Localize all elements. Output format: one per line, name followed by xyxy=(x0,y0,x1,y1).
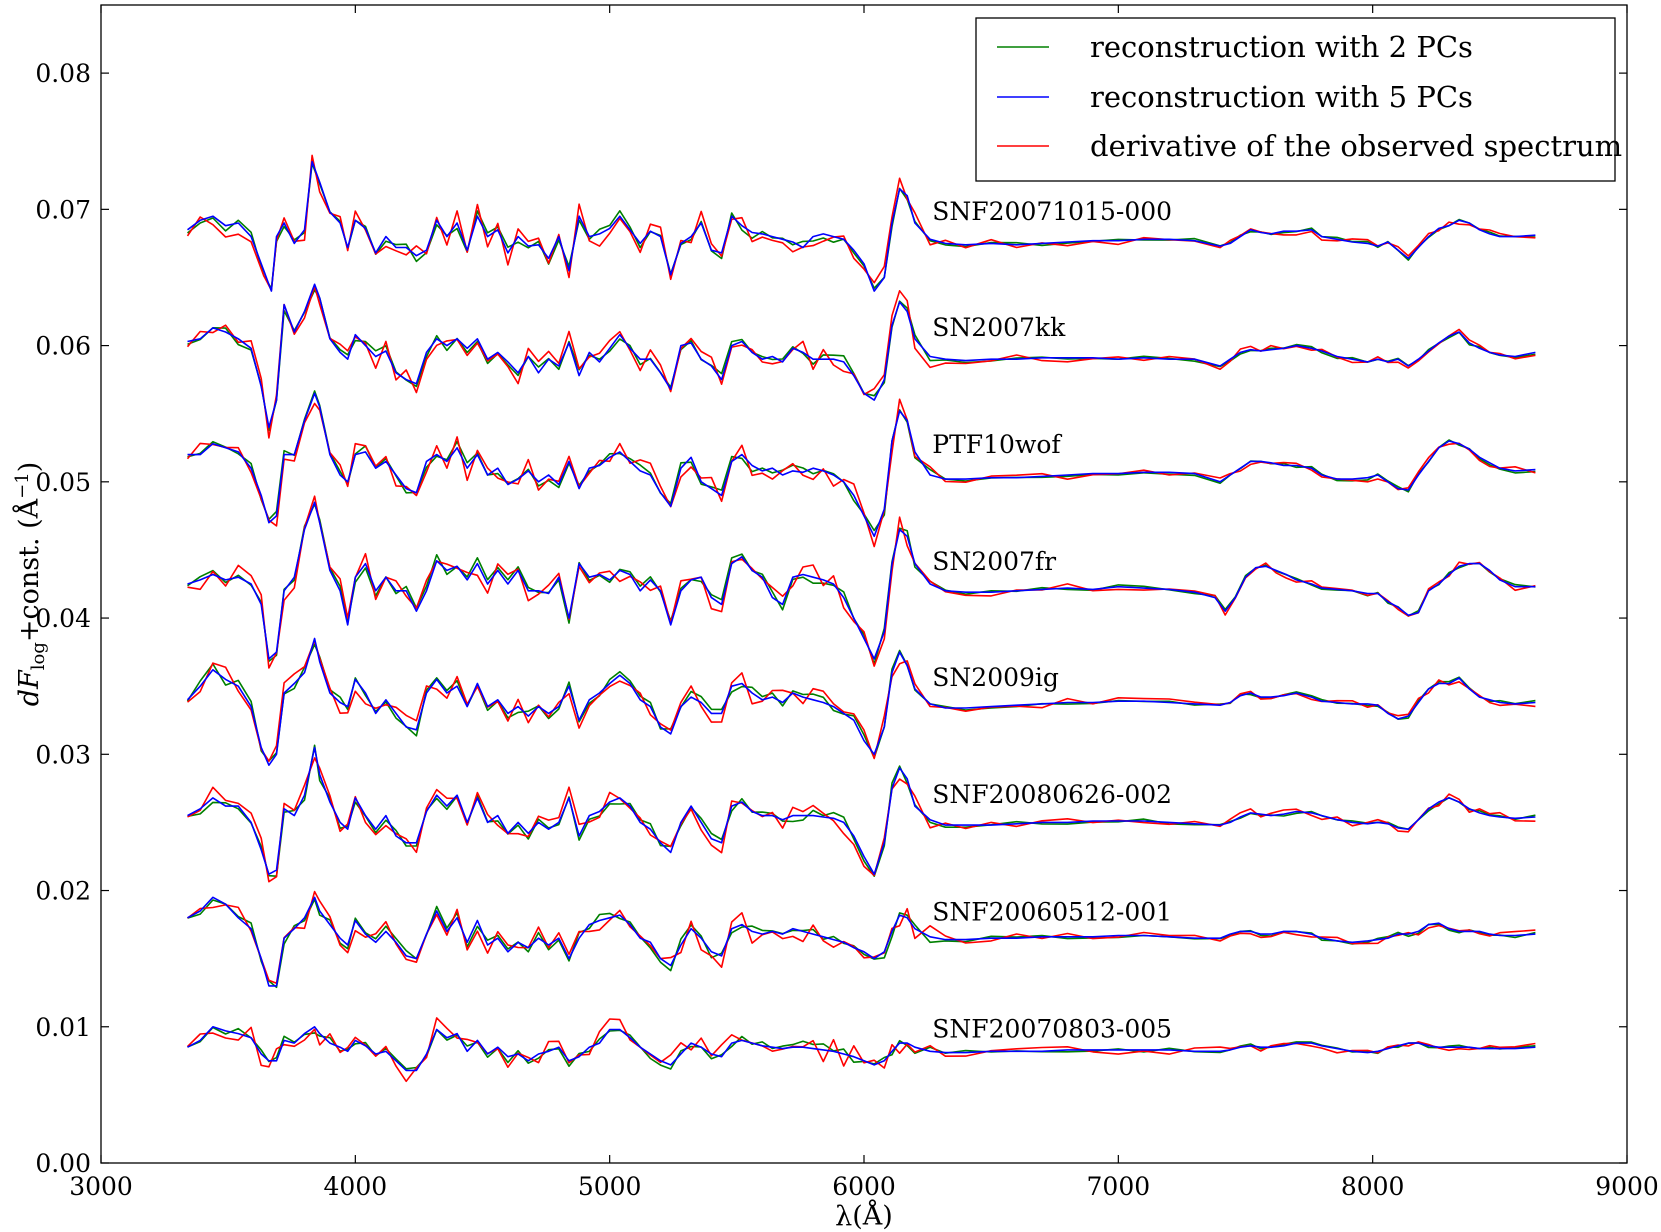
x-tick-label: 4000 xyxy=(324,1172,388,1201)
y-tick-label: 0.02 xyxy=(35,877,91,906)
series-pc5-snf20071015-000 xyxy=(187,160,1536,292)
series-pc5-snf20080626-002 xyxy=(187,746,1536,876)
x-tick-label: 6000 xyxy=(832,1172,896,1201)
series-pc2-sn2007kk xyxy=(187,289,1536,432)
legend-label-pc2: reconstruction with 2 PCs xyxy=(1090,30,1473,64)
series-pc5-snf20060512-001 xyxy=(187,896,1536,987)
x-tick-label: 3000 xyxy=(69,1172,133,1201)
series-pc5-sn2007kk xyxy=(187,283,1536,429)
y-axis-label-prefix: dF xyxy=(14,669,45,706)
y-axis-label: dFlog+const. (Å−1) xyxy=(12,462,49,707)
y-axis-label-sup: −1 xyxy=(12,472,33,499)
y-tick-label: 0.08 xyxy=(35,59,91,88)
y-tick-label: 0.04 xyxy=(35,604,91,633)
spectrum-label: SNF20070803-005 xyxy=(932,1014,1172,1043)
legend: reconstruction with 2 PCs reconstruction… xyxy=(975,17,1622,182)
y-axis-label-close: ) xyxy=(14,462,45,473)
series-layer xyxy=(186,154,1536,1083)
spectrum-label: SN2007kk xyxy=(932,313,1066,342)
spectrum-label: SNF20060512-001 xyxy=(932,897,1172,926)
spectrum-label: SNF20071015-000 xyxy=(932,197,1172,226)
spectrum-labels: SNF20071015-000 SN2007kk PTF10wof SN2007fr S… xyxy=(932,197,1172,1043)
y-tick-label: 0.07 xyxy=(35,195,91,224)
y-axis-label-suffix: +const. (Å xyxy=(12,498,45,642)
series-pc5-sn2009ig xyxy=(186,637,1536,767)
series-pc5-sn2007fr xyxy=(187,501,1536,660)
series-pc5-snf20070803-005 xyxy=(187,1026,1536,1072)
legend-box xyxy=(975,17,1616,182)
series-pc5-ptf10wof xyxy=(187,392,1536,538)
tick-marks: 3000 4000 5000 6000 7000 8000 9000 0.00 0.01 0.02… xyxy=(35,5,1659,1201)
spectrum-label: SN2009ig xyxy=(932,663,1059,692)
series-obs-ptf10wof xyxy=(186,398,1536,548)
spectrum-label: PTF10wof xyxy=(932,430,1062,459)
y-tick-label: 0.06 xyxy=(35,332,91,361)
x-tick-label: 5000 xyxy=(578,1172,642,1201)
x-tick-label: 9000 xyxy=(1595,1172,1659,1201)
spectrum-label: SN2007fr xyxy=(932,547,1056,576)
series-obs-snf20060512-001 xyxy=(187,890,1536,985)
series-obs-sn2009ig xyxy=(186,639,1536,763)
y-tick-label: 0.01 xyxy=(35,1013,91,1042)
series-pc2-snf20080626-002 xyxy=(187,744,1536,878)
y-axis-label-sub: log xyxy=(28,642,49,670)
y-tick-label: 0.00 xyxy=(35,1149,91,1178)
x-tick-label: 8000 xyxy=(1341,1172,1405,1201)
x-axis-label: λ(Å) xyxy=(835,1199,893,1232)
legend-label-obs: derivative of the observed spectrum xyxy=(1090,129,1622,163)
spectrum-label: SNF20080626-002 xyxy=(932,780,1172,809)
y-tick-label: 0.05 xyxy=(35,468,91,497)
y-tick-label: 0.03 xyxy=(35,740,91,769)
legend-label-pc5: reconstruction with 5 PCs xyxy=(1090,80,1473,114)
x-tick-label: 7000 xyxy=(1087,1172,1151,1201)
